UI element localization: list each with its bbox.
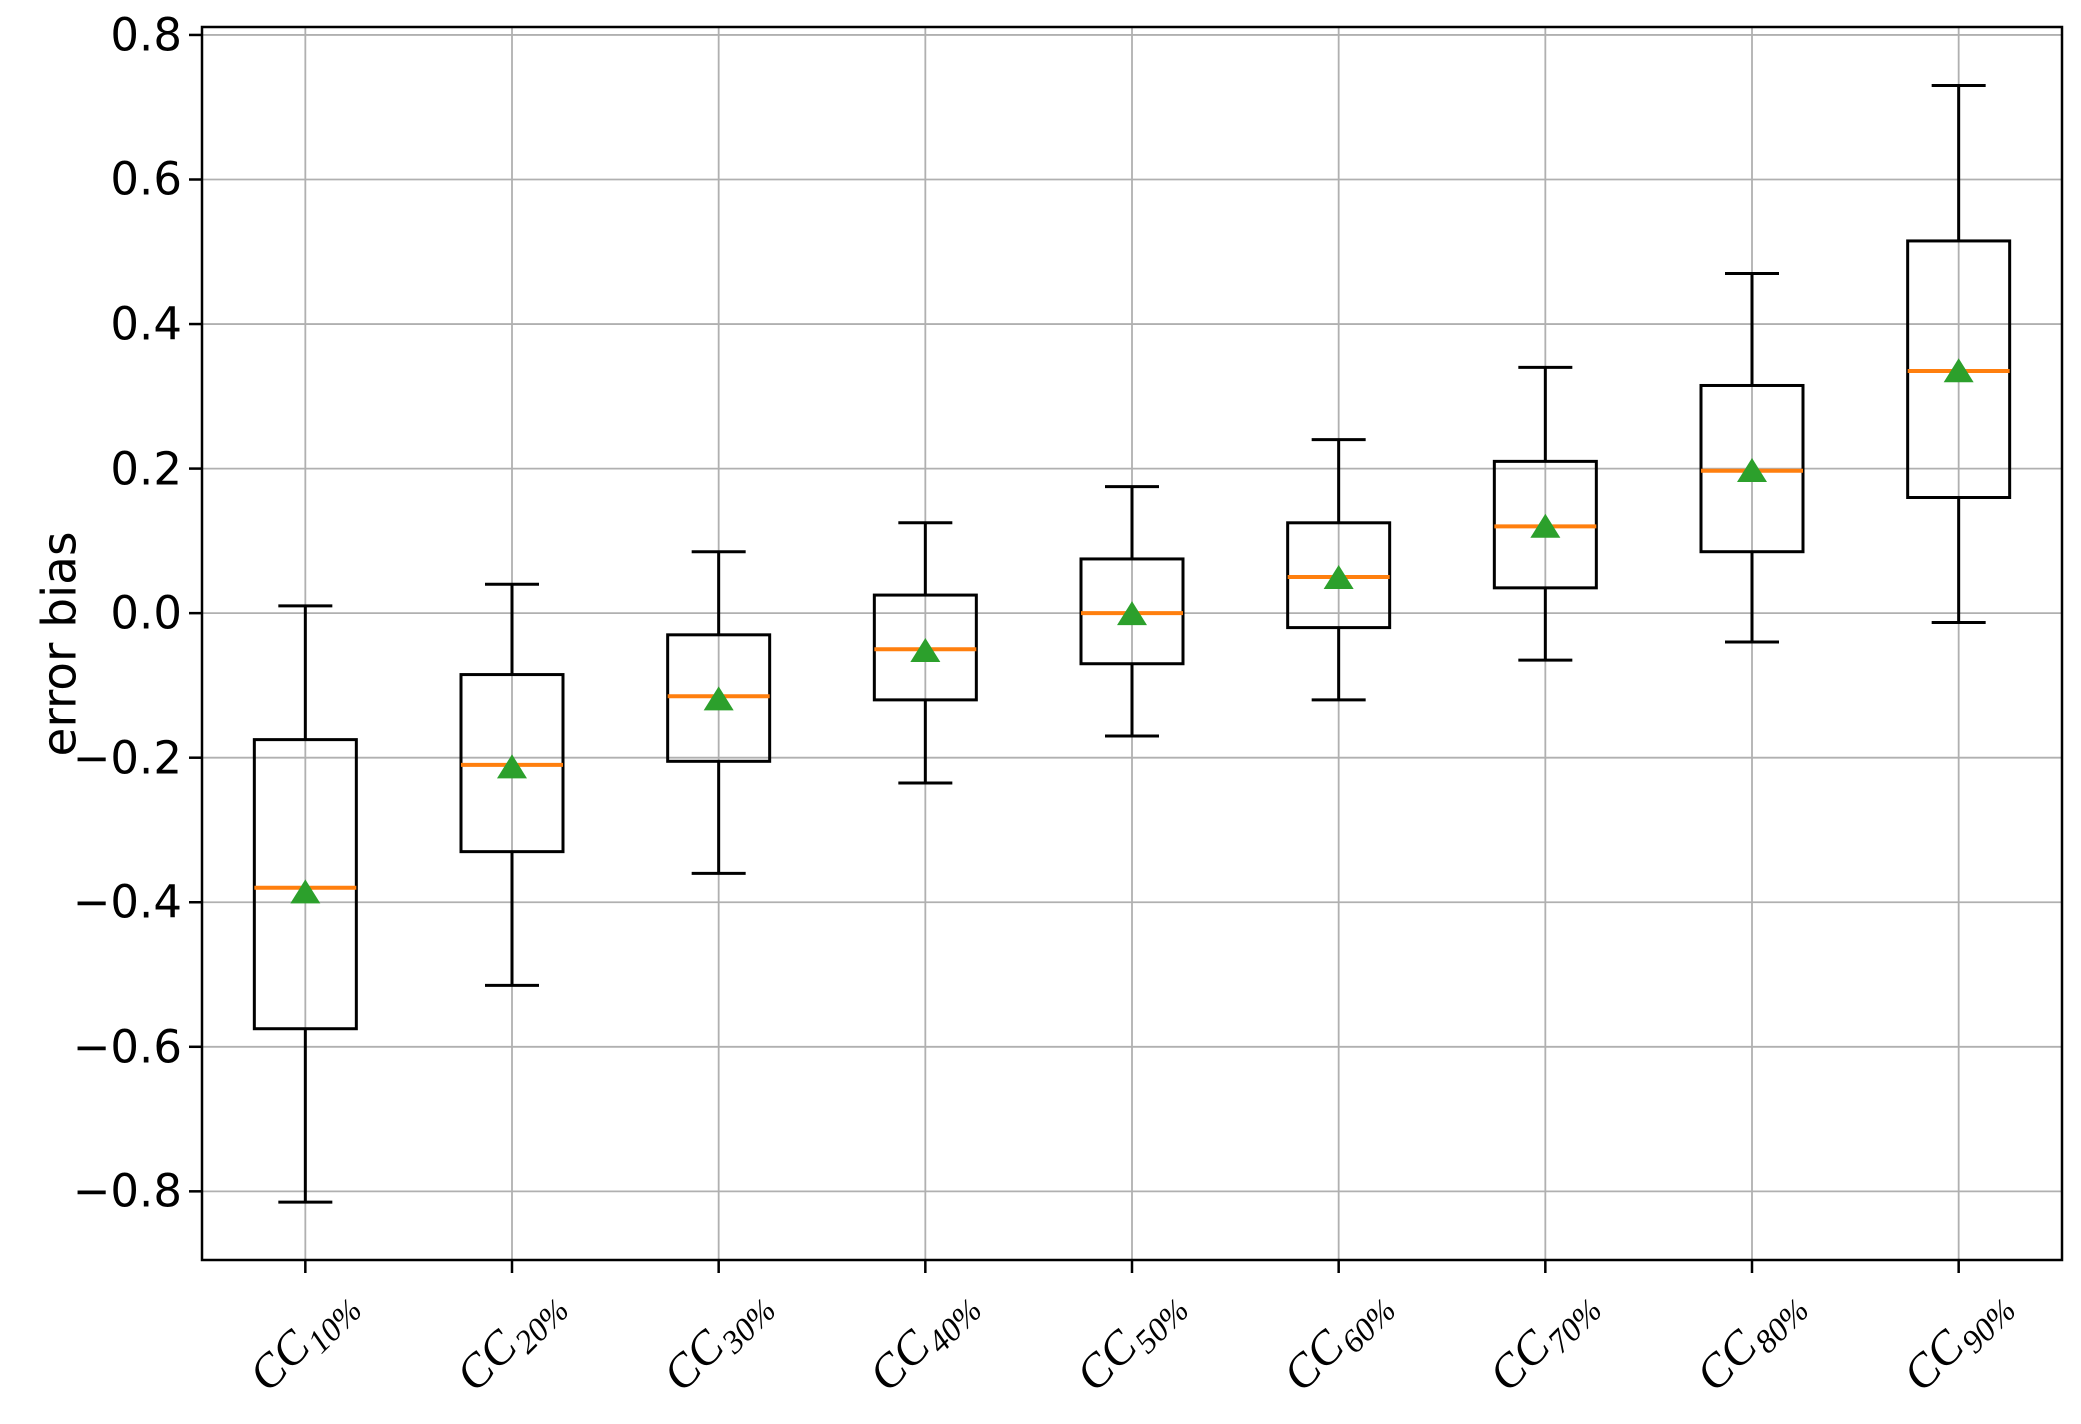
mean-marker bbox=[703, 686, 734, 711]
box-group-CC60% bbox=[1286, 438, 1392, 702]
y-tick-label: −0.6 bbox=[72, 1020, 182, 1074]
mean-marker bbox=[1530, 513, 1561, 538]
y-tick-label: 0.0 bbox=[110, 586, 182, 640]
y-tick-label: 0.2 bbox=[110, 442, 182, 496]
mean-marker bbox=[1323, 565, 1354, 590]
box-group-CC90% bbox=[1906, 84, 2012, 625]
iqr-box bbox=[252, 738, 358, 1031]
box-group-CC30% bbox=[666, 550, 772, 875]
y-tick-label: −0.4 bbox=[72, 875, 182, 929]
mean-marker bbox=[910, 638, 941, 663]
box-group-CC80% bbox=[1699, 271, 1805, 644]
y-tick-label: 0.4 bbox=[110, 297, 182, 351]
box-group-CC20% bbox=[459, 582, 565, 987]
grid-layer bbox=[202, 27, 2062, 1260]
tick-marks bbox=[189, 33, 1960, 1273]
box-group-CC70% bbox=[1492, 365, 1598, 662]
box-group-CC40% bbox=[872, 521, 978, 785]
y-tick-label: −0.2 bbox=[72, 731, 182, 785]
mean-marker bbox=[290, 879, 321, 904]
iqr-box bbox=[1699, 383, 1805, 554]
y-tick-label: 0.6 bbox=[110, 152, 182, 206]
mean-marker bbox=[1943, 358, 1974, 383]
mean-marker bbox=[1117, 601, 1147, 626]
y-tick-label: 0.8 bbox=[110, 8, 182, 62]
y-axis-title: error bias bbox=[32, 531, 88, 757]
box-group-CC10% bbox=[252, 604, 358, 1204]
y-tick-label: −0.8 bbox=[72, 1164, 182, 1218]
mean-marker bbox=[1737, 458, 1767, 483]
mean-marker bbox=[497, 754, 527, 779]
box-group-CC50% bbox=[1079, 485, 1185, 738]
